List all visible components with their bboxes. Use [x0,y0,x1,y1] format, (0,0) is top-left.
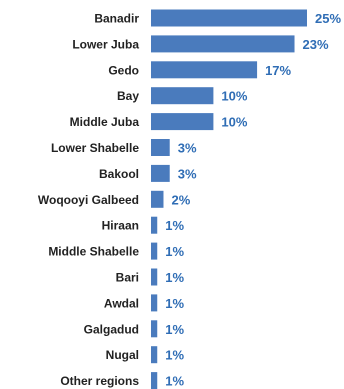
value-label: 2% [171,192,190,207]
bar [151,35,295,53]
category-label: Other regions [60,374,139,388]
value-label: 1% [165,296,184,311]
value-label: 1% [165,374,184,389]
bar [151,294,158,312]
bar [151,268,158,286]
category-label: Middle Juba [70,115,140,129]
value-label: 1% [165,244,184,259]
bar [151,164,170,182]
bar [151,372,158,389]
bar [151,346,158,364]
category-label: Gedo [108,63,139,77]
bar [151,216,158,234]
value-label: 17% [265,63,291,78]
value-label: 1% [165,270,184,285]
category-label: Bakool [99,167,139,181]
value-label: 25% [315,11,341,26]
bar [151,61,258,79]
category-label: Awdal [104,296,139,310]
value-label: 1% [165,348,184,363]
value-label: 10% [221,89,247,104]
bar [151,190,164,208]
bar [151,139,170,156]
category-label: Nugal [106,348,139,362]
bar [151,242,158,260]
category-label: Bari [116,271,139,285]
category-label: Banadir [94,12,139,26]
value-label: 3% [178,141,197,156]
category-label: Lower Juba [72,37,139,51]
value-label: 23% [303,37,329,52]
category-label: Galgadud [84,322,139,336]
value-label: 1% [165,322,184,337]
category-label: Hiraan [102,219,139,233]
category-label: Woqooyi Galbeed [38,193,139,207]
value-label: 10% [221,115,247,130]
bar [151,113,214,131]
bar [151,87,214,105]
value-label: 1% [165,218,184,233]
category-label: Lower Shabelle [51,141,139,155]
value-label: 3% [178,166,197,181]
bar [151,320,158,338]
category-label: Middle Shabelle [48,245,139,259]
category-label: Bay [117,89,139,103]
bar [151,9,307,27]
